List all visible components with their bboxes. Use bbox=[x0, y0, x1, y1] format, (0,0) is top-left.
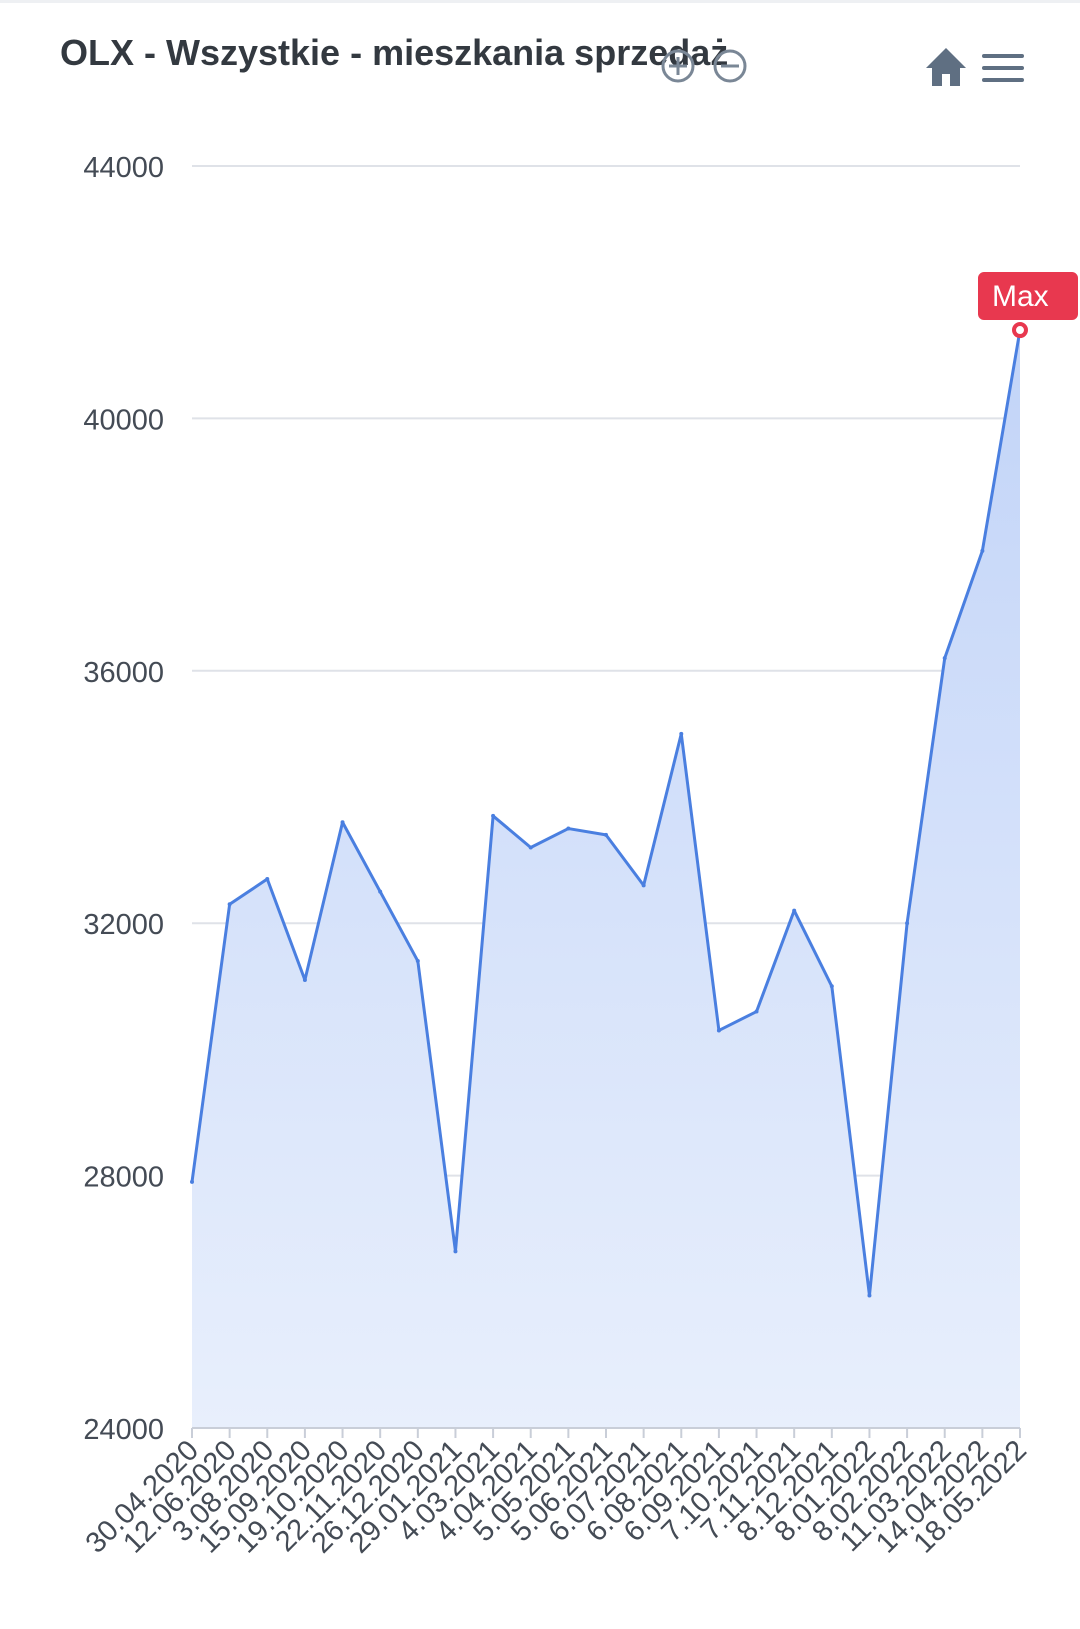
area-fill bbox=[192, 330, 1020, 1428]
data-point bbox=[566, 826, 571, 831]
data-point bbox=[453, 1249, 458, 1254]
data-point bbox=[829, 984, 834, 989]
data-point bbox=[905, 921, 910, 926]
top-border bbox=[0, 0, 1080, 3]
data-point bbox=[227, 902, 232, 907]
data-point bbox=[942, 656, 947, 661]
data-point bbox=[190, 1179, 194, 1184]
y-tick-label: 36000 bbox=[83, 657, 164, 689]
data-point bbox=[265, 877, 270, 882]
zoom-in-icon[interactable] bbox=[661, 49, 695, 83]
data-point bbox=[867, 1293, 872, 1298]
zoom-controls bbox=[661, 49, 747, 83]
y-tick-label: 40000 bbox=[83, 404, 164, 436]
data-point bbox=[415, 959, 420, 964]
chart-title: OLX - Wszystkie - mieszkania sprzedaż bbox=[60, 32, 729, 73]
data-point bbox=[792, 908, 797, 913]
data-point bbox=[340, 820, 345, 825]
y-tick-label: 32000 bbox=[83, 909, 164, 941]
max-badge bbox=[978, 272, 1078, 321]
y-tick-label: 28000 bbox=[83, 1162, 164, 1194]
data-point bbox=[378, 889, 383, 894]
data-point bbox=[641, 883, 646, 888]
max-label: Max bbox=[992, 280, 1049, 313]
data-point bbox=[716, 1028, 721, 1033]
home-icon[interactable] bbox=[922, 44, 970, 92]
max-marker bbox=[1012, 322, 1028, 339]
data-point bbox=[491, 813, 496, 818]
data-point bbox=[604, 832, 608, 837]
zoom-out-icon[interactable] bbox=[713, 49, 747, 83]
data-point bbox=[528, 845, 533, 850]
y-tick-label: 44000 bbox=[83, 152, 164, 184]
data-point bbox=[302, 977, 307, 982]
data-point bbox=[679, 731, 684, 736]
data-point bbox=[754, 1009, 759, 1014]
y-tick-label: 24000 bbox=[83, 1414, 164, 1446]
data-point bbox=[980, 548, 985, 553]
hamburger-menu-icon[interactable] bbox=[980, 48, 1026, 88]
